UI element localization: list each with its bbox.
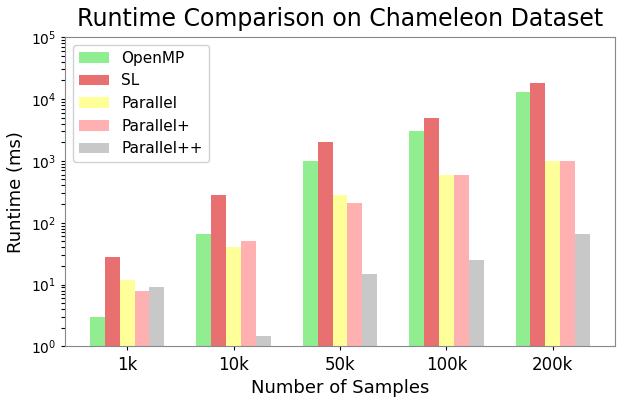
Y-axis label: Runtime (ms): Runtime (ms) (7, 131, 25, 252)
Bar (104, 257, 119, 404)
Bar (516, 92, 531, 404)
Bar (575, 234, 590, 404)
Bar (363, 274, 377, 404)
Bar (348, 203, 363, 404)
Bar (409, 131, 424, 404)
Bar (197, 234, 211, 404)
Bar (560, 161, 575, 404)
Bar (531, 83, 545, 404)
X-axis label: Number of Samples: Number of Samples (251, 379, 429, 397)
Legend: OpenMP, SL, Parallel, Parallel+, Parallel++: OpenMP, SL, Parallel, Parallel+, Paralle… (73, 45, 209, 162)
Bar (226, 247, 241, 404)
Bar (439, 175, 454, 404)
Bar (454, 175, 469, 404)
Bar (545, 161, 560, 404)
Bar (318, 142, 333, 404)
Bar (303, 161, 318, 404)
Bar (241, 241, 256, 404)
Bar (424, 118, 439, 404)
Bar (469, 260, 484, 404)
Bar (149, 287, 164, 404)
Bar (211, 195, 226, 404)
Bar (256, 336, 271, 404)
Bar (119, 280, 134, 404)
Title: Runtime Comparison on Chameleon Dataset: Runtime Comparison on Chameleon Dataset (77, 7, 603, 31)
Bar (134, 290, 149, 404)
Bar (333, 195, 348, 404)
Bar (90, 317, 104, 404)
